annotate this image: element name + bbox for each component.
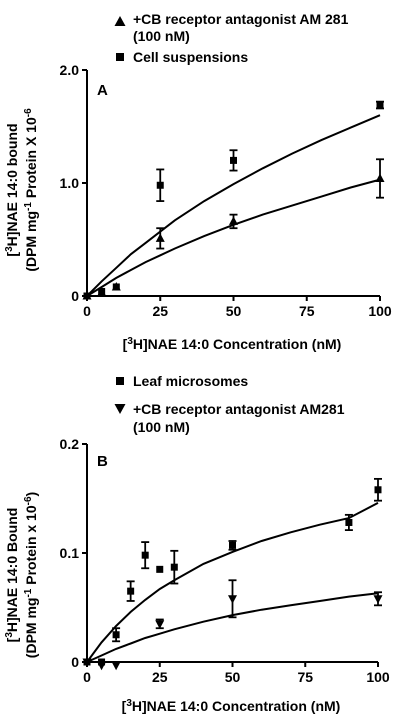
data-point-triangle-down-b-2 xyxy=(111,661,121,671)
y-axis-title-a-line1: [3H]NAE 14:0 bound xyxy=(4,123,21,256)
fit-curve-a-2 xyxy=(86,114,381,297)
y-tick-label-b-0: 0 xyxy=(71,654,79,670)
legend-a-series2-label: Cell suspensions xyxy=(133,49,248,65)
data-point-square-b-1 xyxy=(141,551,149,559)
y-tick-label-b-0.1: 0.1 xyxy=(60,545,80,561)
data-point-triangle-down-b-2 xyxy=(373,595,383,604)
data-point-square-a-2 xyxy=(376,101,384,109)
x-tick-label-b-0: 0 xyxy=(83,669,91,685)
y-tick-label-b-0.2: 0.2 xyxy=(60,436,80,452)
y-axis-title-b-line2: (DPM mg-1 Protein x 10-6) xyxy=(23,492,40,658)
y-axis-title-a-line2: (DPM mg-1 Protein X 10-6 xyxy=(23,108,40,272)
panel-a-letter: A xyxy=(97,82,108,99)
x-tick-label-b-100: 100 xyxy=(366,669,390,685)
x-tick-label-b-25: 25 xyxy=(152,669,168,685)
data-point-triangle-a-1 xyxy=(229,216,238,225)
data-point-square-b-1 xyxy=(345,518,353,526)
legend-b-square-marker xyxy=(116,377,124,385)
data-point-square-a-2 xyxy=(156,181,164,189)
legend-a-series1-label: +CB receptor antagonist AM 281 xyxy=(133,11,349,27)
x-tick-label-b-75: 75 xyxy=(297,669,313,685)
data-point-triangle-down-b-2 xyxy=(155,620,165,629)
data-point-square-b-1 xyxy=(156,565,164,573)
plot-area-a: 0 25 50 75 100 0 1.0 2.0 xyxy=(60,62,392,319)
x-tick-label-a-75: 75 xyxy=(299,303,315,319)
fit-curve-b-1 xyxy=(86,502,379,663)
plot-area-b: 0 25 50 75 100 0 0.1 0.2 xyxy=(60,436,390,685)
panel-a: +CB receptor antagonist AM 281 (100 nM) … xyxy=(4,11,392,352)
data-point-square-b-1 xyxy=(170,563,178,571)
data-point-triangle-a-1 xyxy=(155,233,165,242)
legend-a: +CB receptor antagonist AM 281 (100 nM) … xyxy=(114,11,349,65)
legend-a-series1-label-line2: (100 nM) xyxy=(133,28,190,44)
data-point-square-a-2 xyxy=(112,283,120,291)
legend-a-triangle-marker xyxy=(114,16,126,26)
x-axis-title-b: [3H]NAE 14:0 Concentration (nM) xyxy=(122,698,341,715)
y-tick-label-a-2.0: 2.0 xyxy=(60,62,80,78)
data-point-triangle-down-b-2 xyxy=(97,661,107,671)
fit-curve-a-1 xyxy=(86,178,381,297)
x-tick-label-b-50: 50 xyxy=(225,669,241,685)
data-point-square-a-2 xyxy=(98,287,106,295)
data-point-square-b-1 xyxy=(112,631,120,639)
x-tick-label-a-50: 50 xyxy=(226,303,242,319)
data-point-square-b-1 xyxy=(229,541,236,549)
x-tick-label-a-25: 25 xyxy=(152,303,168,319)
data-point-triangle-down-b-2 xyxy=(82,658,92,667)
legend-b-triangle-marker xyxy=(114,404,126,414)
x-axis-title-a: [3H]NAE 14:0 Concentration (nM) xyxy=(123,336,342,353)
data-point-square-a-2 xyxy=(230,156,237,164)
x-tick-label-a-0: 0 xyxy=(83,303,91,319)
fit-curve-b-2 xyxy=(86,592,379,663)
legend-b-series1-label: Leaf microsomes xyxy=(133,373,248,389)
legend-b: Leaf microsomes +CB receptor antagonist … xyxy=(114,373,345,435)
data-point-square-b-1 xyxy=(374,486,382,494)
panel-b-letter: B xyxy=(97,453,108,470)
data-point-square-b-1 xyxy=(127,587,135,595)
data-point-triangle-down-b-2 xyxy=(228,595,237,604)
data-point-square-a-2 xyxy=(83,292,91,300)
y-tick-label-a-0: 0 xyxy=(71,288,79,304)
legend-a-square-marker xyxy=(116,53,124,61)
y-tick-label-a-1.0: 1.0 xyxy=(60,175,80,191)
data-point-triangle-a-1 xyxy=(375,173,385,182)
legend-b-series2-label-line2: (100 nM) xyxy=(133,419,190,435)
legend-b-series2-label: +CB receptor antagonist AM281 xyxy=(133,401,345,417)
panel-b: Leaf microsomes +CB receptor antagonist … xyxy=(4,373,390,714)
y-axis-title-b-line1: [3H]NAE 14:0 Bound xyxy=(4,508,21,643)
x-tick-label-a-100: 100 xyxy=(368,303,392,319)
